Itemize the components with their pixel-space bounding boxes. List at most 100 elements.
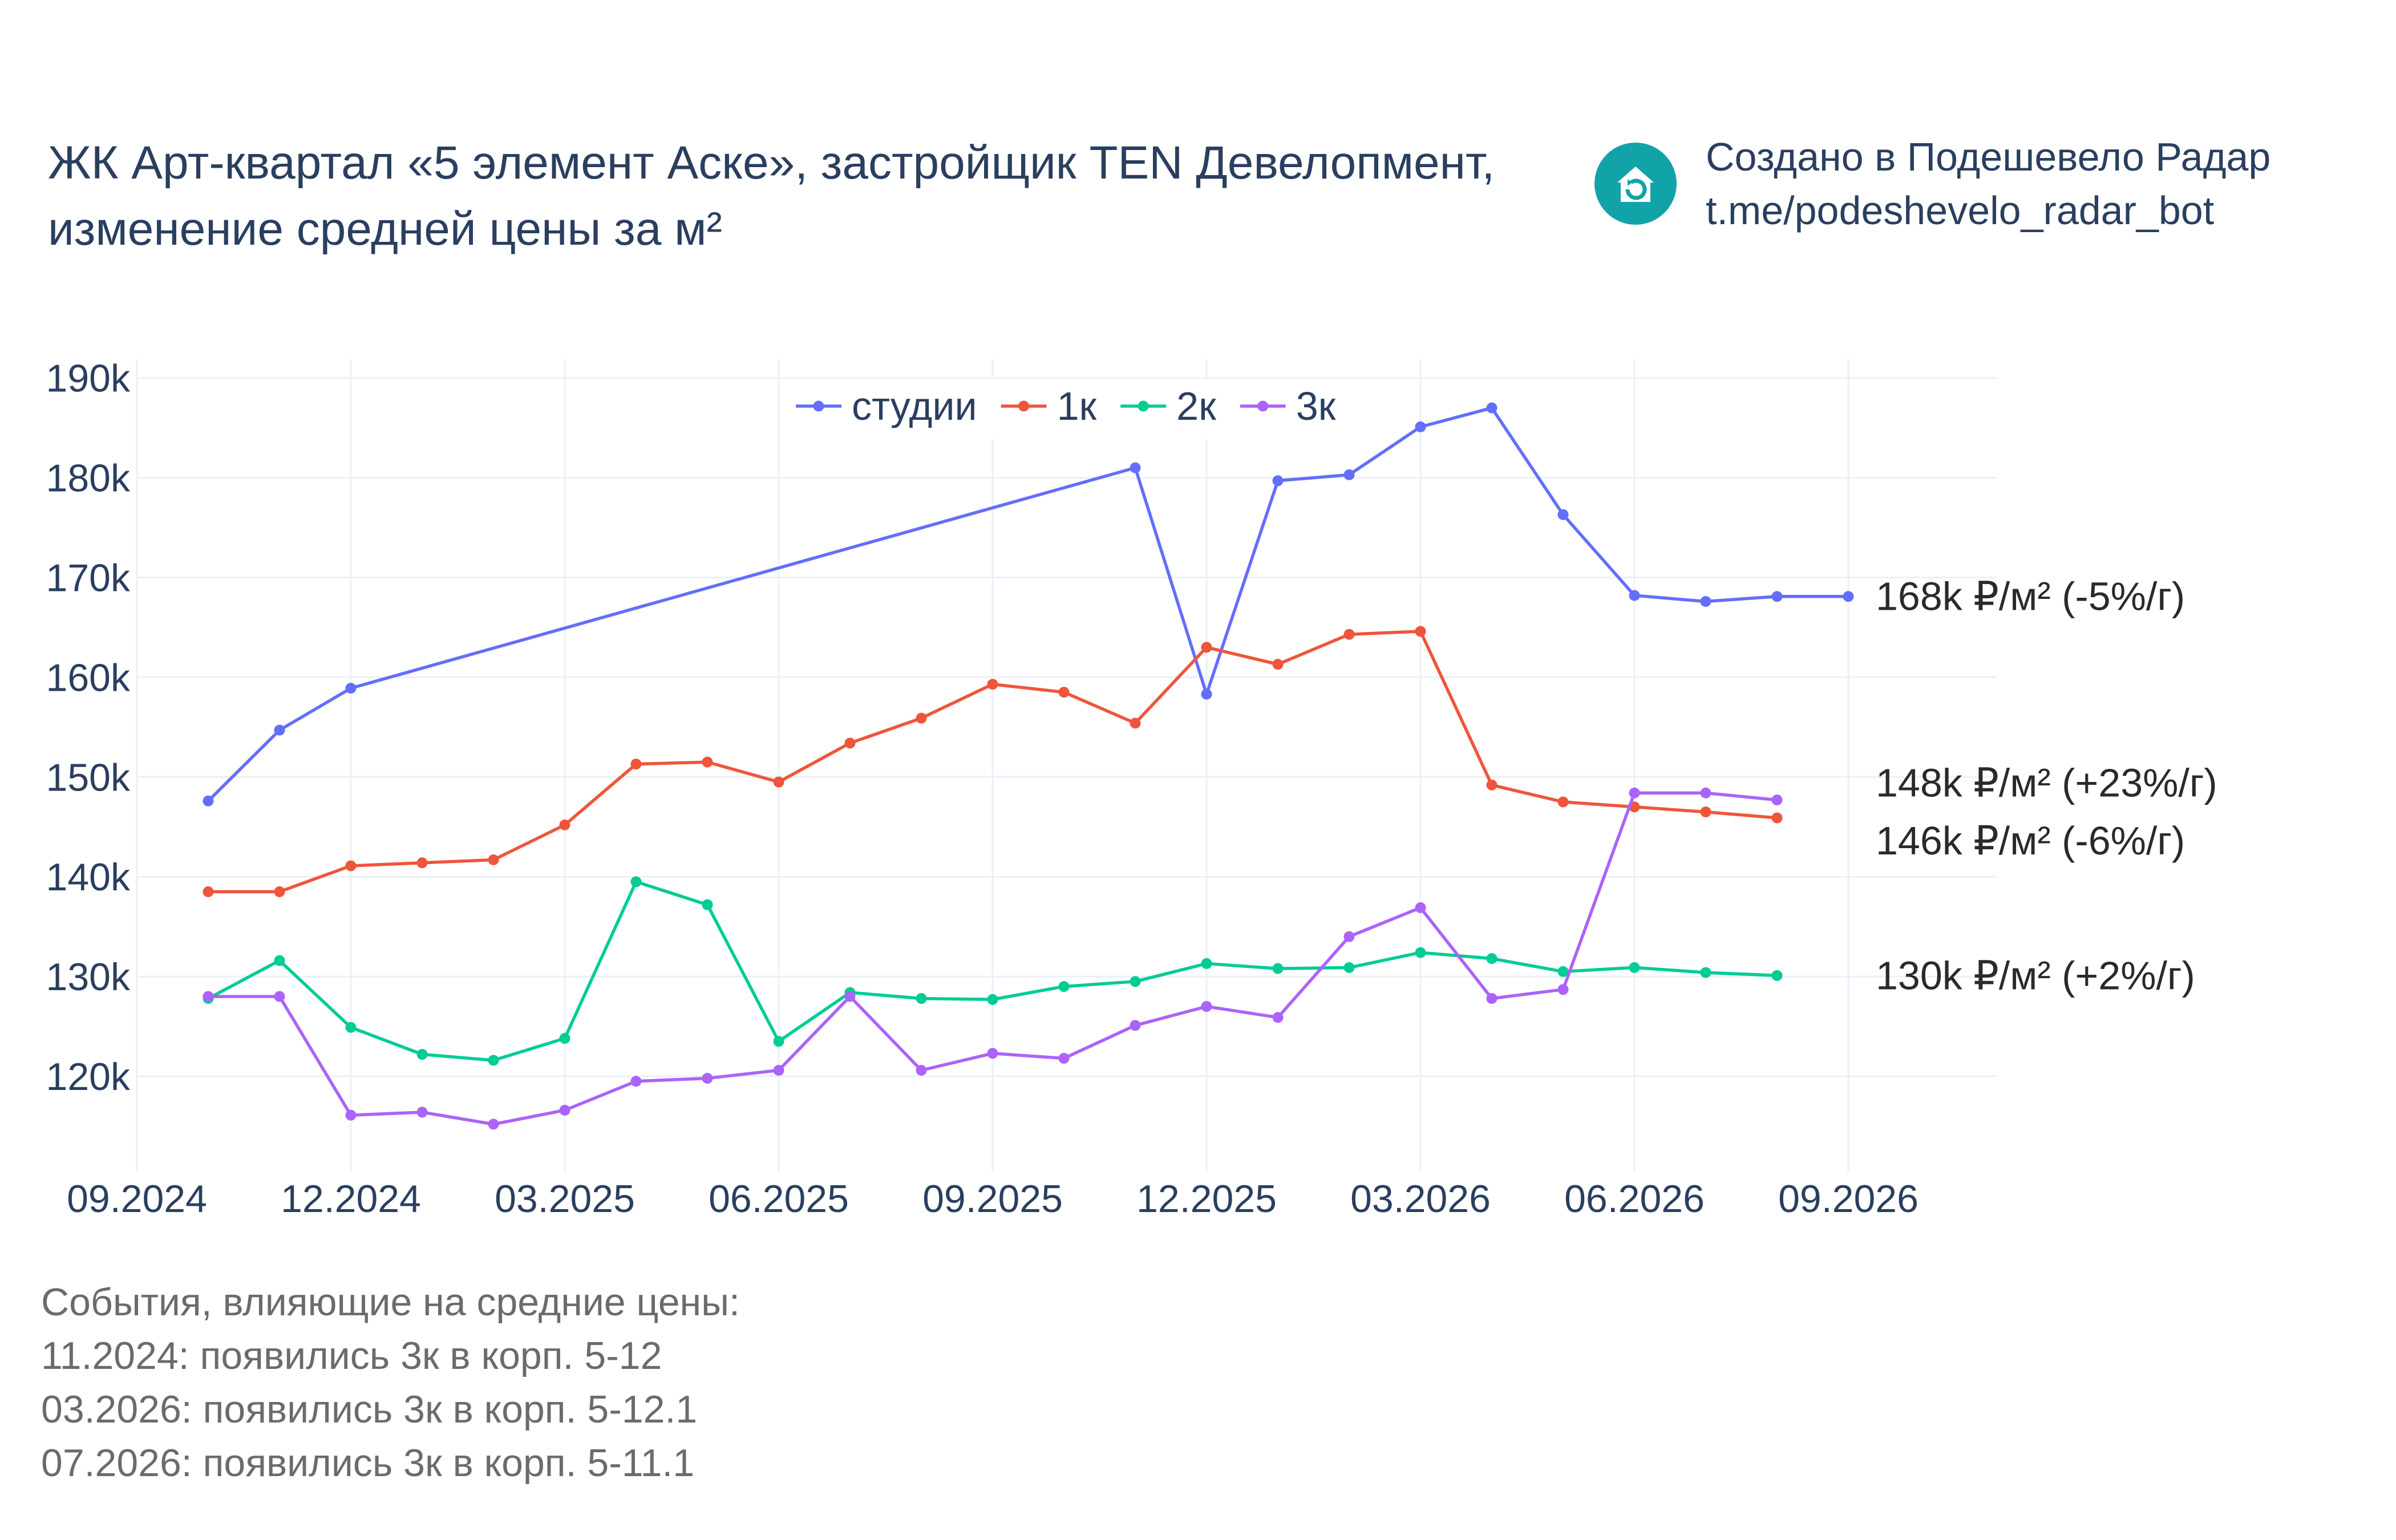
data-point[interactable] <box>1700 807 1711 818</box>
data-point[interactable] <box>844 737 856 749</box>
data-point[interactable] <box>203 886 214 897</box>
data-point[interactable] <box>488 854 499 865</box>
data-point[interactable] <box>1272 475 1284 487</box>
data-point[interactable] <box>987 994 998 1005</box>
data-point[interactable] <box>416 857 428 869</box>
data-point[interactable] <box>1700 595 1711 607</box>
data-point[interactable] <box>274 886 285 897</box>
data-point[interactable] <box>1415 421 1426 432</box>
data-point[interactable] <box>1557 509 1569 520</box>
data-point[interactable] <box>416 1107 428 1118</box>
chart-series <box>203 402 1854 1130</box>
end-label: 148k ₽/м² (+23%/г) <box>1876 761 2217 805</box>
data-point[interactable] <box>345 1109 357 1121</box>
data-point[interactable] <box>203 795 214 807</box>
data-point[interactable] <box>1201 642 1212 653</box>
data-point[interactable] <box>1557 966 1569 977</box>
data-point[interactable] <box>1771 812 1783 824</box>
legend-item[interactable]: студии <box>796 384 977 428</box>
legend-label: 1к <box>1057 384 1097 428</box>
data-point[interactable] <box>1771 591 1783 602</box>
data-point[interactable] <box>274 724 285 736</box>
data-point[interactable] <box>1201 958 1212 969</box>
data-point[interactable] <box>1343 469 1355 480</box>
y-tick-label: 140k <box>46 856 131 899</box>
series-3 <box>203 787 1783 1130</box>
legend-item[interactable]: 2к <box>1120 384 1216 428</box>
data-point[interactable] <box>559 1033 570 1044</box>
data-point[interactable] <box>1629 962 1640 973</box>
data-point[interactable] <box>702 899 713 910</box>
data-point[interactable] <box>1130 1020 1141 1031</box>
data-point[interactable] <box>1272 659 1284 670</box>
data-point[interactable] <box>773 776 784 788</box>
data-point[interactable] <box>1272 963 1284 974</box>
data-point[interactable] <box>1771 970 1783 981</box>
data-point[interactable] <box>1557 796 1569 808</box>
chart-title-line-2: изменение средней цены за м² <box>48 203 722 255</box>
data-point[interactable] <box>1201 688 1212 700</box>
data-point[interactable] <box>1415 626 1426 637</box>
legend-marker <box>813 400 824 412</box>
data-point[interactable] <box>630 759 642 770</box>
data-point[interactable] <box>1629 787 1640 799</box>
data-point[interactable] <box>702 756 713 768</box>
data-point[interactable] <box>559 1104 570 1116</box>
data-point[interactable] <box>702 1072 713 1084</box>
data-point[interactable] <box>1415 902 1426 913</box>
data-point[interactable] <box>1058 1053 1070 1064</box>
data-point[interactable] <box>773 1065 784 1076</box>
data-point[interactable] <box>488 1118 499 1130</box>
legend-label: 2к <box>1176 384 1216 428</box>
data-point[interactable] <box>345 1022 357 1033</box>
data-point[interactable] <box>1486 993 1498 1004</box>
data-point[interactable] <box>1343 931 1355 942</box>
data-point[interactable] <box>1700 787 1711 799</box>
data-point[interactable] <box>274 955 285 966</box>
data-point[interactable] <box>1272 1012 1284 1023</box>
data-point[interactable] <box>1130 976 1141 987</box>
legend-background <box>782 379 1346 439</box>
x-tick-label: 09.2025 <box>922 1177 1063 1221</box>
data-point[interactable] <box>1343 962 1355 973</box>
data-point[interactable] <box>987 679 998 690</box>
y-tick-label: 190k <box>46 357 131 400</box>
data-point[interactable] <box>345 683 357 694</box>
data-point[interactable] <box>1629 590 1640 601</box>
data-point[interactable] <box>1486 779 1498 791</box>
data-point[interactable] <box>773 1036 784 1047</box>
legend-item[interactable]: 3к <box>1240 384 1336 428</box>
data-point[interactable] <box>1201 1001 1212 1012</box>
data-point[interactable] <box>1700 967 1711 978</box>
data-point[interactable] <box>1058 981 1070 992</box>
chart-axes: 120k 130k 140k 150k 160k 170k 180k 190k 09.2024 1… <box>46 357 1919 1221</box>
data-point[interactable] <box>416 1049 428 1060</box>
data-point[interactable] <box>1486 402 1498 414</box>
data-point[interactable] <box>1130 718 1141 729</box>
data-point[interactable] <box>630 876 642 887</box>
data-point[interactable] <box>1130 462 1141 473</box>
data-point[interactable] <box>345 860 357 872</box>
legend-item[interactable]: 1к <box>1001 384 1097 428</box>
data-point[interactable] <box>844 991 856 1002</box>
data-point[interactable] <box>916 712 927 724</box>
data-point[interactable] <box>630 1076 642 1087</box>
data-point[interactable] <box>488 1055 499 1066</box>
credit-link[interactable]: t.me/podeshevelo_radar_bot <box>1706 188 2215 233</box>
data-point[interactable] <box>916 993 927 1004</box>
chart-title-line-1: ЖК Арт-квартал «5 элемент Аске», застрой… <box>48 137 1495 189</box>
data-point[interactable] <box>1415 947 1426 958</box>
data-point[interactable] <box>203 991 214 1002</box>
data-point[interactable] <box>987 1048 998 1059</box>
data-point[interactable] <box>559 819 570 830</box>
data-point[interactable] <box>1771 795 1783 806</box>
events-heading: События, влияющие на средние цены: <box>41 1280 740 1324</box>
data-point[interactable] <box>1557 984 1569 995</box>
data-point[interactable] <box>916 1065 927 1076</box>
data-point[interactable] <box>1343 629 1355 640</box>
data-point[interactable] <box>1058 687 1070 698</box>
data-point[interactable] <box>274 991 285 1002</box>
data-point[interactable] <box>1486 953 1498 964</box>
data-point[interactable] <box>1843 591 1854 602</box>
